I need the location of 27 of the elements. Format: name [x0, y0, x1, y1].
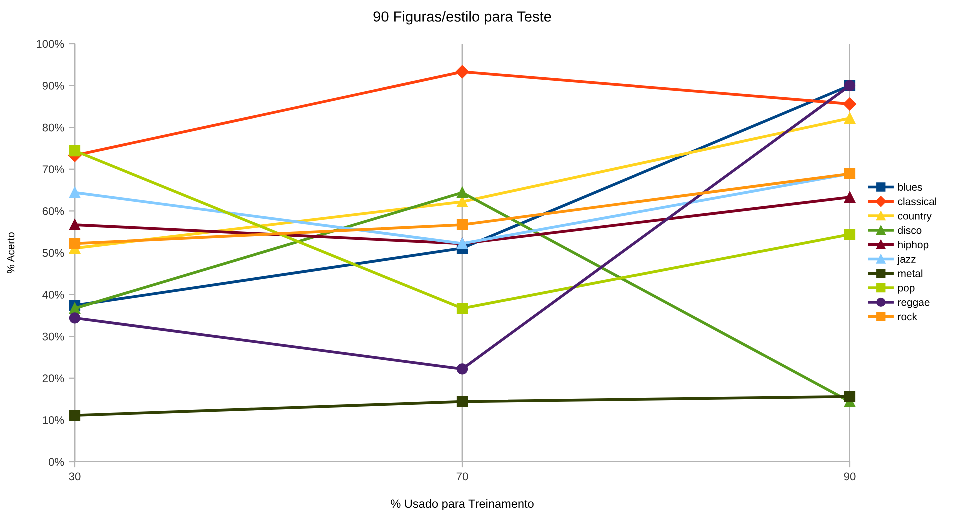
y-tick-label: 70%	[42, 166, 64, 174]
y-axis-title: % Acerto	[7, 232, 15, 274]
legend-label: pop	[898, 286, 915, 294]
y-tick-label: 80%	[42, 124, 64, 132]
legend-label: metal	[898, 270, 923, 278]
y-tick-label: 10%	[43, 416, 64, 424]
legend-label: jazz	[898, 255, 916, 266]
y-tick-label: 100%	[37, 40, 64, 48]
y-tick-label: 20%	[42, 374, 64, 383]
y-tick-label: 40%	[42, 291, 64, 299]
legend-label: country	[898, 212, 932, 222]
legend-label: blues	[898, 183, 922, 192]
y-tick-label: 60%	[42, 207, 64, 216]
y-tick-label: 0%	[48, 458, 64, 466]
y-tick-label: 50%	[42, 249, 64, 258]
legend-label: disco	[898, 226, 922, 234]
legend-label: rock	[898, 312, 918, 321]
chart-title: 90 Figuras/estilo para Teste	[374, 11, 552, 25]
x-tick-label: 90	[844, 472, 856, 481]
x-tick-label: 70	[456, 472, 468, 481]
x-tick-label: 30	[69, 472, 81, 481]
legend-label: classical	[898, 198, 936, 206]
legend-label: hiphop	[898, 240, 929, 251]
y-tick-label: 90%	[42, 82, 64, 90]
x-axis-title: % Usado para Treinamento	[391, 499, 534, 510]
y-tick-label: 30%	[42, 332, 64, 341]
legend-label: reggae	[898, 300, 930, 308]
